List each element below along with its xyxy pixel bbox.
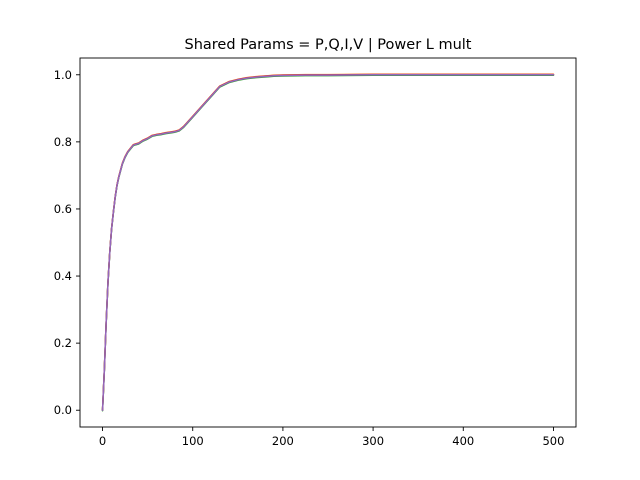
series-line-5 xyxy=(101,74,555,411)
x-tick-label: 400 xyxy=(452,434,474,448)
y-tick-label: 0.8 xyxy=(54,135,72,149)
y-tick-label: 1.0 xyxy=(54,68,72,82)
x-axis: 0 100 200 300 400 500 xyxy=(99,427,564,448)
x-tick-label: 0 xyxy=(99,434,106,448)
x-tick-label: 500 xyxy=(542,434,564,448)
y-tick-label: 0.6 xyxy=(54,202,72,216)
chart-title: Shared Params = P,Q,I,V | Power L mult xyxy=(185,37,472,53)
y-tick-label: 0.0 xyxy=(54,403,72,417)
plot-area xyxy=(101,73,555,412)
x-tick-label: 300 xyxy=(362,434,384,448)
x-tick-label: 200 xyxy=(272,434,294,448)
plot-frame xyxy=(79,57,577,428)
y-tick-label: 0.4 xyxy=(54,269,72,283)
y-tick-label: 0.2 xyxy=(54,336,72,350)
x-tick-label: 100 xyxy=(182,434,204,448)
y-axis: 0.0 0.2 0.4 0.6 0.8 1.0 xyxy=(54,68,80,417)
